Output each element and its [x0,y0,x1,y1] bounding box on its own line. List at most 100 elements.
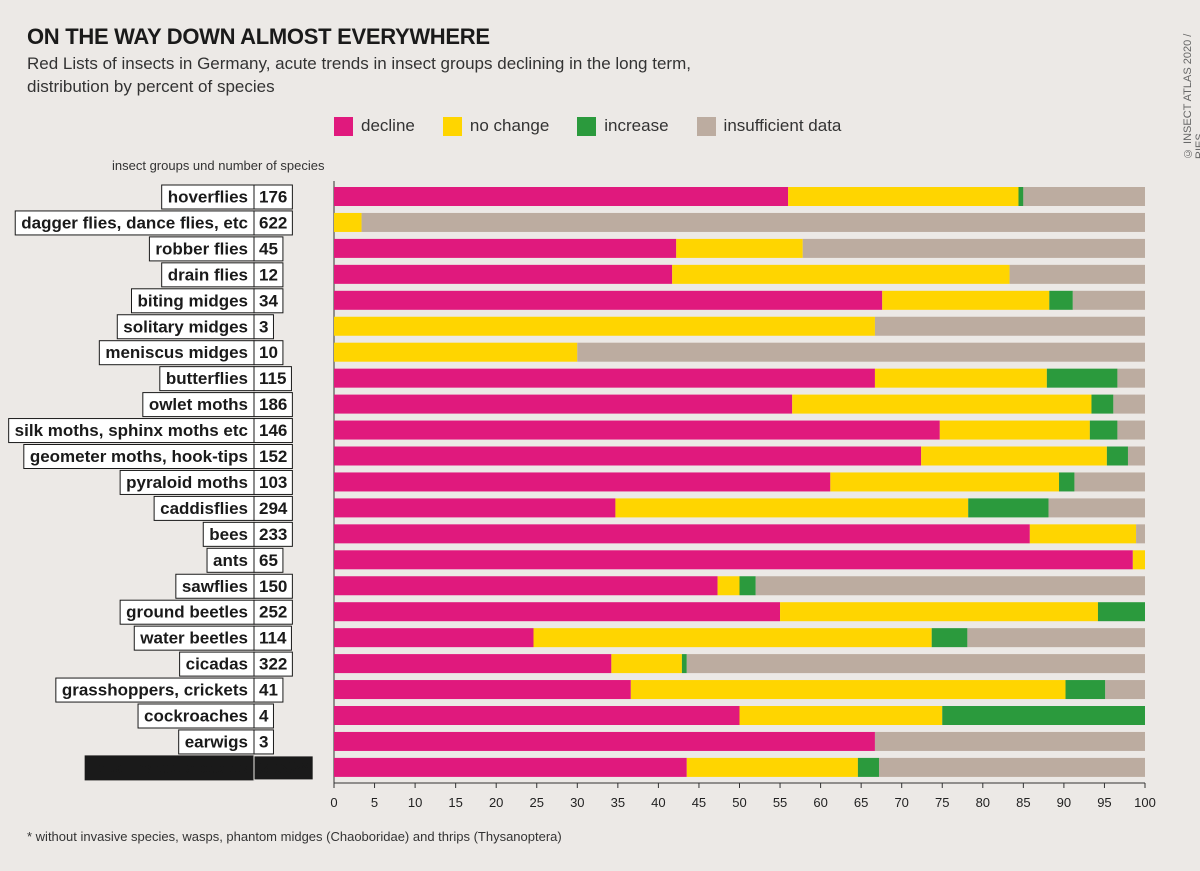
category-label-butterflies: butterflies [166,369,248,388]
category-count-meniscus-midges: 10 [259,343,278,362]
category-count-box-biting-midges [253,288,284,314]
bar-increase-owlet-moths [1091,394,1114,414]
bar-no-change-water-beetles [533,628,932,648]
bar-increase-grasshoppers-crickets [1065,680,1106,700]
bar-insufficient-data-pyraloid-moths [1074,472,1145,492]
bar-decline-cockroaches [334,706,740,725]
subtitle-line-2: distribution by percent of species [27,77,275,96]
x-tick-label-90: 90 [1057,795,1071,810]
legend-label-increase: increase [604,116,669,135]
bar-increase-cicadas [681,654,687,674]
category-count-biting-midges: 34 [259,291,278,310]
legend-item-decline: decline [334,116,415,136]
category-count-box-drain-flies [253,262,284,288]
category-count-pyraloid-moths: 103 [259,473,287,492]
bar-insufficient-data-hoverflies [1023,187,1145,206]
legend-swatch-insufficient-data [696,116,716,136]
bar-no-change-sawflies [717,576,740,596]
bar-insufficient-data-water-beetles [967,628,1145,648]
legend-swatch-no-change [442,116,462,136]
bar-insufficient-data-grasshoppers-crickets [1105,680,1145,700]
x-tick-label-80: 80 [976,795,990,810]
bar-no-change-ground-beetles [780,602,1098,622]
category-label-sawflies: sawflies [182,577,248,596]
category-label-robber-flies: robber flies [155,239,248,258]
legend-swatch-decline [334,116,353,136]
category-count-box-water-beetles [253,625,292,651]
bar-increase-pyraloid-moths [1059,472,1075,492]
category-label-box-cicadas [179,651,255,677]
bar-decline-cicadas [334,654,612,674]
bar-increase-butterflies [1046,368,1118,388]
bar-no-change-total-insect-species [686,757,858,777]
x-tick-label-35: 35 [611,795,625,810]
category-label-box-ants [206,547,255,573]
category-count-total-insect-species: 3,082* [259,758,309,777]
legend-swatch-increase [577,116,597,136]
bar-increase-cockroaches [942,706,1145,725]
category-label-solitary-midges: solitary midges [123,317,248,336]
category-label-box-owlet-moths [142,392,255,418]
bar-insufficient-data-butterflies [1117,368,1145,388]
category-count-box-cockroaches [253,703,274,729]
category-label-owlet-moths: owlet moths [149,395,248,414]
category-label-ground-beetles: ground beetles [126,603,248,622]
legend-label-decline: decline [361,116,415,135]
bar-decline-silk-moths-sphinx-moths-etc [334,420,940,440]
bar-no-change-robber-flies [676,238,803,258]
bar-decline-geometer-moths-hook-tips [334,446,922,466]
bar-increase-water-beetles [931,628,968,648]
category-label-box-caddisflies [153,495,255,521]
bar-insufficient-data-owlet-moths [1113,394,1145,414]
category-label-box-dagger-flies-dance-flies-etc [14,210,255,236]
category-label-earwigs: earwigs [185,732,248,751]
category-count-box-cicadas [253,651,293,677]
bar-insufficient-data-earwigs [874,731,1145,751]
bar-decline-ants [334,550,1133,570]
category-count-box-butterflies [253,366,292,392]
x-tick-label-0: 0 [330,795,337,810]
x-tick-label-75: 75 [935,795,949,810]
category-label-meniscus-midges: meniscus midges [105,343,248,362]
category-label-box-pyraloid-moths [119,469,255,495]
category-label-ants: ants [213,551,248,570]
x-tick-label-60: 60 [813,795,827,810]
category-count-box-silk-moths-sphinx-moths-etc [253,418,293,444]
bar-insufficient-data-silk-moths-sphinx-moths-etc [1117,420,1145,440]
category-label-box-cockroaches [137,703,255,729]
category-count-box-earwigs [253,729,274,755]
legend-item-no-change: no change [442,116,549,136]
category-label-box-meniscus-midges [98,340,255,366]
bar-no-change-hoverflies [788,187,1019,206]
bar-insufficient-data-meniscus-midges [577,342,1145,362]
category-label-drain-flies: drain flies [168,265,248,284]
category-count-earwigs: 3 [259,732,268,751]
legend: decline no change increase insufficient … [334,116,869,136]
category-count-sawflies: 150 [259,577,287,596]
bar-no-change-meniscus-midges [334,342,578,362]
legend-item-increase: increase [577,116,669,136]
x-tick-label-25: 25 [530,795,544,810]
bar-increase-caddisflies [968,498,1049,518]
category-count-water-beetles: 114 [259,629,287,648]
category-label-box-hoverflies [161,184,255,210]
category-count-geometer-moths-hook-tips: 152 [259,447,287,466]
bar-decline-biting-midges [334,290,883,310]
bar-decline-grasshoppers-crickets [334,680,631,700]
x-tick-label-30: 30 [570,795,584,810]
bar-decline-total-insect-species [334,757,687,777]
category-count-cicadas: 322 [259,655,287,674]
bar-no-change-dagger-flies-dance-flies-etc [334,212,362,232]
category-count-caddisflies: 294 [259,499,288,518]
category-count-box-geometer-moths-hook-tips [253,444,293,469]
category-count-box-dagger-flies-dance-flies-etc [253,210,293,236]
category-count-box-ground-beetles [253,599,293,625]
category-label-bees: bees [209,525,248,544]
bar-decline-water-beetles [334,628,534,648]
bar-insufficient-data-robber-flies [802,238,1145,258]
bar-decline-earwigs [334,731,875,751]
category-label-grasshoppers-crickets: grasshoppers, crickets [62,681,248,700]
category-count-grasshoppers-crickets: 41 [259,681,278,700]
bar-no-change-geometer-moths-hook-tips [921,446,1107,466]
